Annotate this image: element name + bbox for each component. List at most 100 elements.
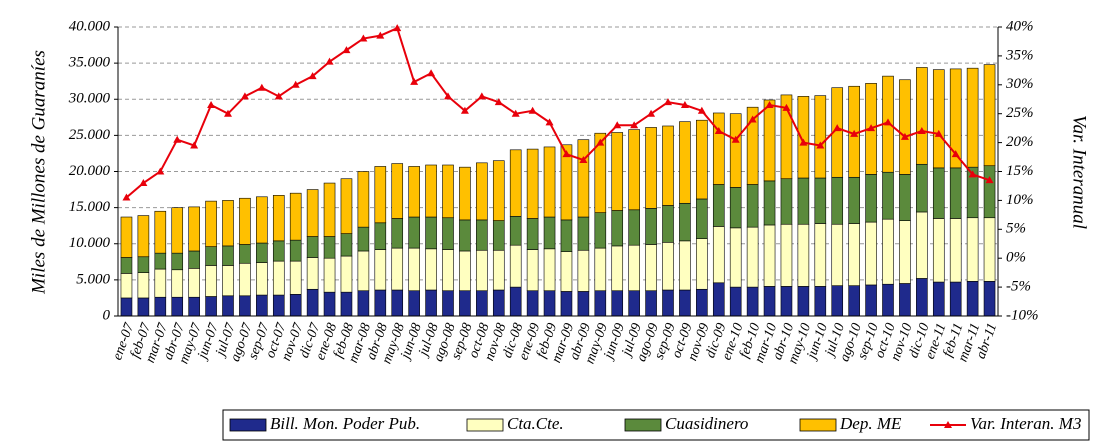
line-marker: [207, 101, 216, 109]
y2-tick-label: 15%: [1006, 163, 1034, 179]
bar-segment: [120, 273, 133, 299]
line-marker: [731, 135, 740, 143]
bar-segment: [509, 244, 522, 288]
bar-segment: [154, 296, 167, 317]
line-marker: [816, 141, 825, 149]
bar-segment: [662, 125, 674, 206]
bar-segment: [289, 294, 302, 317]
line-marker: [985, 176, 994, 184]
bar-segment: [357, 250, 370, 292]
line-marker: [240, 92, 249, 100]
bar-segment: [814, 95, 827, 179]
line-marker: [782, 103, 791, 111]
bar-segment: [814, 286, 827, 317]
bar-segment: [526, 249, 539, 292]
legend-swatch: [229, 418, 267, 432]
bar-segment: [594, 212, 607, 249]
line-marker: [867, 124, 876, 132]
bar-segment: [932, 69, 945, 169]
line-marker: [545, 118, 554, 126]
bar-segment: [442, 249, 454, 292]
bar-segment: [323, 291, 336, 317]
bar-segment: [171, 207, 184, 254]
bar-segment: [983, 217, 996, 282]
line-marker: [579, 155, 588, 163]
bar-segment: [949, 167, 962, 219]
bar-segment: [476, 249, 488, 292]
bar-segment: [256, 262, 268, 296]
bar-segment: [797, 96, 810, 179]
line-marker: [190, 141, 199, 149]
bar-segment: [120, 257, 133, 274]
bar-segment: [848, 223, 860, 286]
bar-segment: [594, 290, 607, 317]
bar-segment: [408, 290, 420, 317]
bar-segment: [137, 272, 150, 299]
bar-segment: [374, 289, 387, 317]
bar-segment: [391, 218, 404, 249]
bar-segment: [712, 282, 725, 317]
bar-segment: [222, 200, 234, 247]
bar-segment: [391, 163, 404, 219]
bar-segment: [780, 223, 793, 287]
bar-segment: [983, 64, 996, 167]
bar-segment: [899, 283, 911, 317]
bar-segment: [492, 289, 505, 317]
line-marker: [325, 57, 334, 65]
y-axis-title: Miles de Millones de Guaraníes: [28, 50, 49, 295]
bar-segment: [899, 220, 911, 284]
bar-segment: [611, 245, 624, 292]
bar-segment: [120, 216, 133, 258]
bar-segment: [696, 119, 708, 200]
line-marker: [308, 72, 317, 80]
line-marker: [376, 31, 385, 39]
bar-segment: [983, 281, 996, 317]
bar-segment: [459, 166, 471, 221]
y-tick-label: 25.000: [69, 127, 111, 143]
bar-segment: [272, 294, 285, 317]
bar-segment: [526, 148, 539, 219]
line-marker: [224, 109, 232, 117]
bar-segment: [374, 249, 387, 291]
line-marker: [393, 24, 402, 32]
bar-segment: [865, 174, 877, 223]
bar-segment: [916, 278, 928, 317]
y2-tick-label: 35%: [1005, 47, 1034, 63]
bar-segment: [916, 211, 928, 279]
bar-segment: [763, 224, 776, 287]
bar-segment: [425, 216, 437, 250]
bar-segment: [628, 244, 640, 292]
bar-segment: [696, 198, 708, 239]
bar-segment: [696, 288, 708, 317]
bar-segment: [340, 233, 353, 257]
bar-segment: [154, 210, 167, 254]
y-tick-label: 35.000: [68, 55, 111, 71]
bar-segment: [645, 208, 657, 245]
bar-segment: [239, 295, 251, 317]
bar-segment: [729, 227, 742, 288]
line-marker: [257, 83, 266, 91]
bar-segment: [746, 286, 759, 317]
bar-segment: [949, 281, 962, 317]
bar-segment: [323, 182, 336, 237]
bar-segment: [459, 290, 471, 317]
bar-segment: [306, 236, 319, 258]
bar-segment: [543, 146, 556, 218]
y-tick-label: 20.000: [69, 163, 111, 179]
line-marker: [748, 115, 757, 123]
line-marker: [850, 129, 859, 137]
bar-segment: [425, 164, 437, 218]
y-tick-label: 40.000: [69, 18, 111, 34]
y2-tick-label: 5%: [1006, 221, 1026, 237]
line-marker: [477, 92, 486, 100]
bar-segment: [272, 260, 285, 296]
bar-segment: [442, 164, 454, 219]
bar-segment: [577, 139, 590, 218]
bar-segment: [239, 244, 251, 264]
bar-segment: [543, 216, 556, 250]
y2-tick-label: -10%: [1006, 307, 1039, 323]
bar-segment: [848, 285, 860, 317]
bar-segment: [662, 205, 674, 243]
bar-segment: [492, 220, 505, 251]
bar-segment: [222, 295, 234, 317]
